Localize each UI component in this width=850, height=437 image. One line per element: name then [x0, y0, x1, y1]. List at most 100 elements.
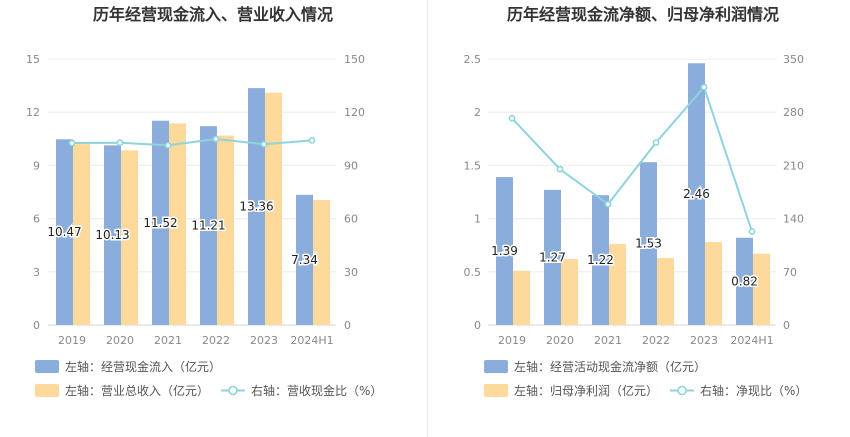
right-axis-tick: 60 — [344, 213, 358, 226]
bar-secondary[interactable] — [217, 135, 234, 325]
x-axis-tick: 2022 — [202, 334, 230, 347]
bar-data-label: 1.53 — [635, 237, 662, 251]
legend-label-line[interactable]: 右轴：净现比（%） — [700, 383, 807, 398]
legend-swatch-primary[interactable] — [484, 360, 508, 373]
right-axis-tick: 350 — [783, 53, 804, 66]
bar-secondary[interactable] — [561, 259, 578, 325]
bar-primary[interactable] — [544, 189, 561, 325]
x-axis-tick: 2020 — [546, 334, 574, 347]
right-axis-tick: 140 — [783, 213, 804, 226]
ratio-point[interactable] — [700, 83, 708, 91]
bar-primary[interactable] — [248, 88, 265, 325]
right-axis-tick: 210 — [783, 159, 804, 172]
bar-data-label: 10.47 — [47, 225, 81, 239]
legend-swatch-line-marker[interactable] — [228, 385, 238, 396]
right-axis-tick: 0 — [344, 319, 351, 332]
legend-swatch-secondary[interactable] — [484, 384, 508, 397]
x-axis-tick: 2021 — [594, 334, 622, 347]
left-axis-tick: 0.5 — [464, 266, 482, 279]
left-axis-tick: 15 — [26, 53, 40, 66]
right-axis-tick: 280 — [783, 106, 804, 119]
x-axis-tick: 2023 — [690, 334, 718, 347]
left-axis-tick: 12 — [26, 106, 40, 119]
x-axis-tick: 2022 — [642, 334, 670, 347]
x-axis-tick: 2019 — [58, 334, 86, 347]
bar-data-label: 1.39 — [491, 244, 518, 258]
ratio-point[interactable] — [604, 200, 612, 208]
left-axis-tick: 2 — [474, 106, 481, 119]
legend-label-line[interactable]: 右轴：营收现金比（%） — [251, 383, 382, 398]
bar-data-label: 7.34 — [291, 253, 318, 267]
bar-primary[interactable] — [496, 177, 513, 325]
bar-data-label: 1.27 — [539, 250, 566, 264]
right-axis-tick: 70 — [783, 266, 797, 279]
x-axis-tick: 2020 — [106, 334, 134, 347]
left-axis-tick: 1 — [474, 213, 481, 226]
right-axis-tick: 90 — [344, 159, 358, 172]
left-axis-tick: 0 — [474, 319, 481, 332]
ratio-point[interactable] — [556, 165, 564, 173]
x-axis-tick: 2024H1 — [290, 334, 333, 347]
legend-label-primary[interactable]: 左轴：经营现金流入（亿元） — [65, 359, 221, 374]
bar-primary[interactable] — [688, 63, 705, 325]
bar-primary[interactable] — [296, 194, 313, 325]
legend-swatch-line-marker[interactable] — [677, 385, 687, 396]
x-axis-tick: 2021 — [154, 334, 182, 347]
right-axis-tick: 0 — [783, 319, 790, 332]
bar-primary[interactable] — [736, 237, 753, 325]
bar-secondary[interactable] — [705, 242, 722, 325]
bar-primary[interactable] — [592, 195, 609, 325]
bar-primary[interactable] — [104, 145, 121, 325]
bar-secondary[interactable] — [657, 257, 674, 325]
bar-secondary[interactable] — [265, 92, 282, 326]
bar-data-label: 11.21 — [191, 219, 225, 233]
legend-label-primary[interactable]: 左轴：经营活动现金流净额（亿元） — [514, 359, 706, 374]
left-axis-tick: 3 — [33, 266, 40, 279]
bar-data-label: 0.82 — [731, 274, 758, 288]
left-axis-tick: 1.5 — [464, 159, 482, 172]
x-axis-tick: 2023 — [250, 334, 278, 347]
bar-primary[interactable] — [152, 120, 169, 325]
bar-data-label: 11.52 — [143, 216, 177, 230]
bar-secondary[interactable] — [753, 253, 770, 325]
ratio-line — [71, 137, 313, 147]
bar-primary[interactable] — [56, 139, 73, 325]
legend-label-secondary[interactable]: 左轴：营业总收入（亿元） — [65, 383, 209, 398]
ratio-point[interactable] — [116, 139, 124, 147]
bar-data-label: 2.46 — [683, 187, 710, 201]
ratio-point[interactable] — [652, 139, 660, 146]
ratio-point[interactable] — [508, 114, 516, 122]
panel-divider — [427, 0, 428, 437]
ratio-point[interactable] — [212, 135, 220, 143]
right-axis-tick: 120 — [344, 106, 365, 119]
legend-swatch-secondary[interactable] — [35, 384, 59, 397]
chart-title: 历年经营现金流净额、归母净利润情况 — [507, 5, 779, 24]
bar-secondary[interactable] — [513, 270, 530, 325]
bar-secondary[interactable] — [121, 150, 138, 325]
bar-data-label: 10.13 — [95, 228, 129, 242]
legend-label-secondary[interactable]: 左轴：归母净利润（亿元） — [514, 383, 658, 398]
bar-secondary[interactable] — [73, 144, 90, 325]
ratio-point[interactable] — [748, 228, 756, 235]
legend-swatch-primary[interactable] — [35, 360, 59, 373]
bar-data-label: 1.22 — [587, 253, 614, 267]
ratio-point[interactable] — [68, 139, 76, 147]
left-axis-tick: 0 — [33, 319, 40, 332]
left-axis-tick: 6 — [33, 213, 40, 226]
bar-secondary[interactable] — [609, 244, 626, 325]
left-axis-tick: 2.5 — [464, 53, 482, 66]
bar-data-label: 13.36 — [239, 200, 273, 214]
right-axis-tick: 30 — [344, 266, 358, 279]
bar-primary[interactable] — [200, 126, 217, 325]
left-axis-tick: 9 — [33, 159, 40, 172]
ratio-point[interactable] — [308, 136, 316, 144]
ratio-point[interactable] — [260, 140, 268, 148]
x-axis-tick: 2019 — [498, 334, 526, 347]
chart-title: 历年经营现金流入、营业收入情况 — [93, 5, 333, 24]
bar-secondary[interactable] — [169, 123, 186, 325]
bar-secondary[interactable] — [313, 199, 330, 325]
bar-primary[interactable] — [640, 162, 657, 325]
ratio-point[interactable] — [164, 141, 172, 149]
right-axis-tick: 150 — [344, 53, 365, 66]
